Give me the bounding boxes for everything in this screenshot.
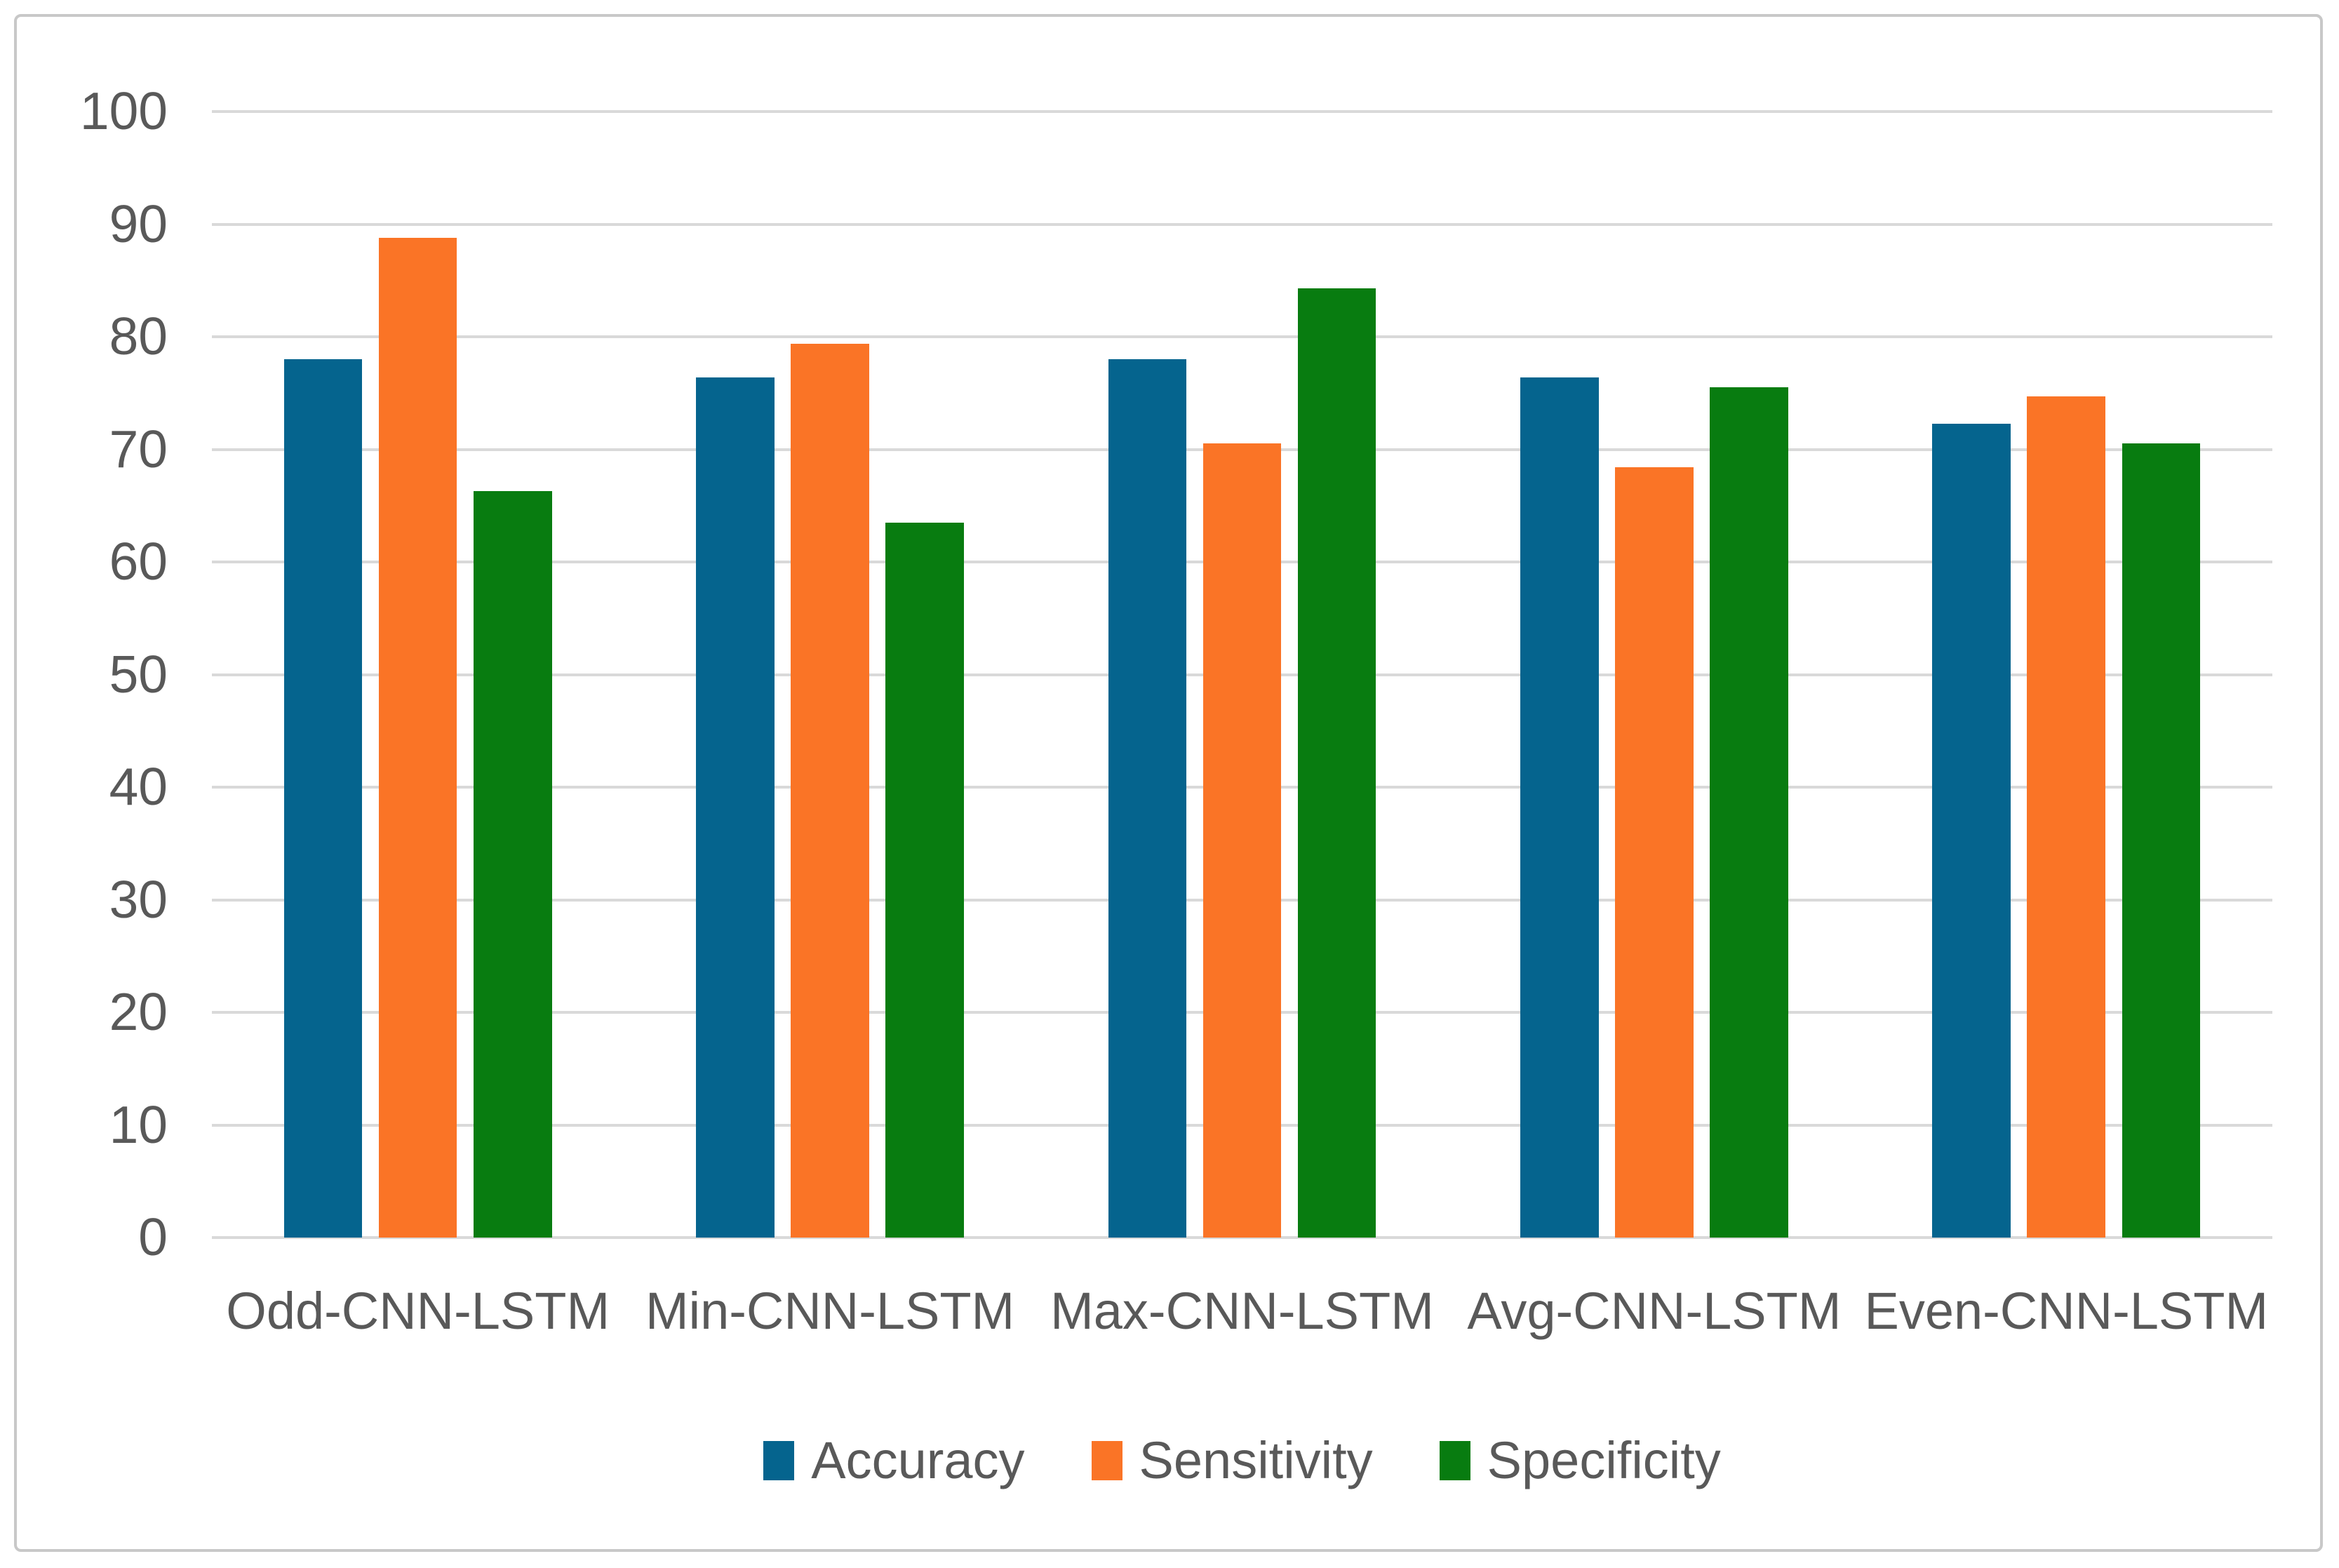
x-axis-category-labels: Odd-CNN-LSTM Min-CNN-LSTM Max-CNN-LSTM Avg-…	[212, 1280, 2272, 1343]
bar-group-avg-cnn-lstm	[1448, 112, 1860, 1238]
legend-label-sensitivity: Sensitivity	[1139, 1431, 1373, 1489]
bar-specificity-even-cnn-lstm	[2122, 443, 2201, 1238]
y-tick-label-80: 80	[109, 307, 168, 366]
bar-group-min-cnn-lstm	[624, 112, 1036, 1238]
bar-specificity-odd-cnn-lstm	[473, 490, 552, 1238]
bar-specificity-min-cnn-lstm	[885, 522, 964, 1238]
plot-area	[212, 110, 2272, 1239]
bar-group-odd-cnn-lstm	[212, 112, 624, 1238]
category-label-even-cnn-lstm: Even-CNN-LSTM	[1864, 1282, 2269, 1340]
y-tick-label-90: 90	[109, 194, 168, 253]
category-label-avg-cnn-lstm: Avg-CNN-LSTM	[1467, 1282, 1842, 1340]
bar-accuracy-avg-cnn-lstm	[1520, 377, 1599, 1238]
gridline-y-0	[212, 1236, 2272, 1239]
category-label-odd-cnn-lstm: Odd-CNN-LSTM	[226, 1282, 610, 1340]
bar-sensitivity-min-cnn-lstm	[791, 343, 869, 1238]
gridline-y-90	[212, 222, 2272, 226]
bar-sensitivity-avg-cnn-lstm	[1615, 467, 1694, 1238]
legend-swatch-accuracy	[763, 1441, 795, 1480]
gridline-y-100	[212, 110, 2272, 113]
chart-frame: 0 10 20 30 40 50 60 70 80 90 100 Odd-CNN-LSTM Min-C…	[14, 14, 2323, 1552]
bar-group-max-cnn-lstm	[1036, 112, 1448, 1238]
y-tick-label-50: 50	[109, 644, 168, 704]
bar-specificity-max-cnn-lstm	[1297, 288, 1376, 1238]
legend: Accuracy Sensitivity Specificity	[212, 1430, 2272, 1491]
bar-sensitivity-even-cnn-lstm	[2027, 396, 2106, 1238]
category-label-max-cnn-lstm: Max-CNN-LSTM	[1050, 1282, 1434, 1340]
legend-swatch-sensitivity	[1091, 1441, 1122, 1480]
bar-accuracy-odd-cnn-lstm	[283, 359, 363, 1238]
y-tick-label-100: 100	[79, 81, 168, 140]
category-label-min-cnn-lstm: Min-CNN-LSTM	[645, 1282, 1015, 1340]
gridline-y-80	[212, 335, 2272, 338]
legend-label-accuracy: Accuracy	[811, 1431, 1025, 1489]
bar-sensitivity-max-cnn-lstm	[1202, 443, 1282, 1238]
legend-item-accuracy: Accuracy	[763, 1430, 1025, 1491]
bar-accuracy-max-cnn-lstm	[1108, 359, 1187, 1238]
bar-accuracy-min-cnn-lstm	[696, 377, 775, 1238]
y-tick-label-0: 0	[138, 1207, 168, 1266]
legend-swatch-specificity	[1439, 1441, 1470, 1480]
legend-item-specificity: Specificity	[1439, 1430, 1721, 1491]
y-tick-label-70: 70	[109, 419, 168, 478]
legend-item-sensitivity: Sensitivity	[1091, 1430, 1373, 1491]
bar-group-even-cnn-lstm	[1861, 112, 2272, 1238]
y-tick-label-20: 20	[109, 982, 168, 1041]
y-tick-label-10: 10	[109, 1094, 168, 1154]
legend-label-specificity: Specificity	[1487, 1431, 1721, 1489]
y-tick-label-60: 60	[109, 532, 168, 591]
bar-accuracy-even-cnn-lstm	[1932, 423, 2011, 1238]
bar-sensitivity-odd-cnn-lstm	[378, 237, 457, 1238]
bar-specificity-avg-cnn-lstm	[1710, 387, 1788, 1238]
y-tick-label-30: 30	[109, 869, 168, 929]
y-tick-label-40: 40	[109, 757, 168, 816]
